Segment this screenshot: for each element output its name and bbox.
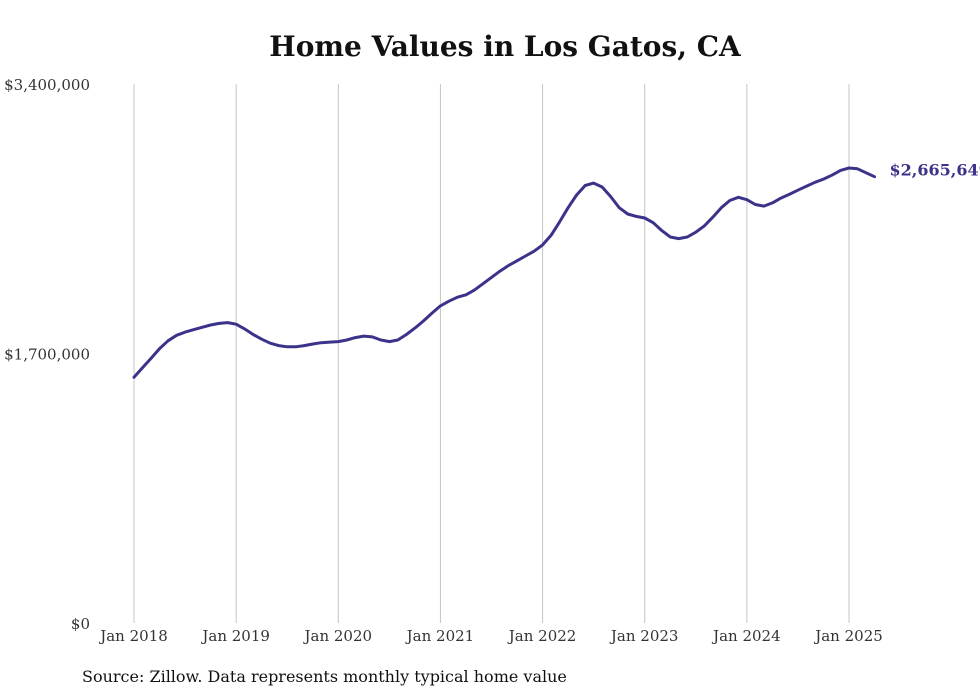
y-tick-label: $0: [71, 615, 90, 633]
source-note: Source: Zillow. Data represents monthly …: [82, 667, 567, 686]
y-tick-label: $1,700,000: [4, 346, 90, 364]
x-tick-label: Jan 2020: [303, 627, 373, 645]
end-labels: $2,665,649: [890, 161, 980, 180]
x-tick-label: Jan 2024: [711, 627, 781, 645]
x-axis-ticks: Jan 2018 Jan 2019 Jan 2020 Jan 2021 Jan 2022…: [98, 627, 883, 645]
x-tick-label: Jan 2022: [507, 627, 577, 645]
x-tick-label: Jan 2021: [405, 627, 475, 645]
gridlines: [133, 84, 850, 623]
x-tick-label: Jan 2019: [200, 627, 270, 645]
line-chart: $0$1,700,000$3,400,000 Jan 2018 Jan 2019 J…: [4, 76, 980, 645]
x-tick-label: Jan 2025: [813, 627, 883, 645]
series-line: [132, 166, 876, 379]
series-lines: [132, 166, 876, 379]
end-value-label: $2,665,649: [890, 161, 980, 180]
chart-title: Home Values in Los Gatos, CA: [269, 30, 741, 63]
x-tick-label: Jan 2023: [609, 627, 679, 645]
x-tick-label: Jan 2018: [98, 627, 168, 645]
y-tick-label: $3,400,000: [4, 76, 90, 94]
y-axis-ticks: $0 $1,700,000 $3,400,000: [4, 76, 90, 633]
